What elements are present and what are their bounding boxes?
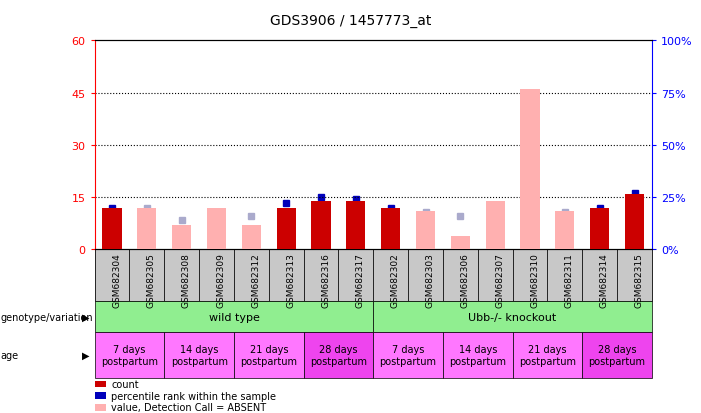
Text: GSM682309: GSM682309 [217,252,226,307]
Text: GSM682306: GSM682306 [461,252,470,307]
Bar [486,201,505,250]
Bar [242,225,261,250]
Text: GSM682317: GSM682317 [356,252,365,307]
Text: 28 days
postpartum: 28 days postpartum [310,344,367,366]
Text: 28 days
postpartum: 28 days postpartum [589,344,646,366]
Text: Ubb-/- knockout: Ubb-/- knockout [468,312,557,322]
Bar [346,201,365,250]
Bar [451,236,470,250]
Text: GSM682307: GSM682307 [495,252,504,307]
Text: percentile rank within the sample: percentile rank within the sample [111,391,276,401]
Text: GSM682314: GSM682314 [599,252,608,307]
Text: GSM682310: GSM682310 [530,252,539,307]
Bar [311,201,331,250]
Text: ▶: ▶ [82,350,89,360]
Text: GSM682312: GSM682312 [252,252,260,307]
Text: GSM682316: GSM682316 [321,252,330,307]
Text: ▶: ▶ [82,312,89,322]
Text: 21 days
postpartum: 21 days postpartum [519,344,576,366]
Bar [590,208,609,250]
Text: wild type: wild type [208,312,259,322]
Text: GSM682304: GSM682304 [112,252,121,307]
Bar [555,211,574,250]
Text: 7 days
postpartum: 7 days postpartum [101,344,158,366]
Text: count: count [111,379,139,389]
Bar [102,208,122,250]
Bar [207,208,226,250]
Text: GSM682315: GSM682315 [634,252,644,307]
Bar [137,208,156,250]
Text: GSM682302: GSM682302 [390,252,400,307]
Text: GSM682313: GSM682313 [286,252,295,307]
Bar [416,211,435,250]
Bar [381,208,400,250]
Text: value, Detection Call = ABSENT: value, Detection Call = ABSENT [111,402,266,412]
Bar [277,208,296,250]
Bar [172,225,191,250]
Text: 7 days
postpartum: 7 days postpartum [380,344,437,366]
Text: age: age [1,350,19,360]
Text: GSM682303: GSM682303 [426,252,435,307]
Bar [625,194,644,250]
Text: GSM682311: GSM682311 [565,252,574,307]
Text: 21 days
postpartum: 21 days postpartum [240,344,297,366]
Text: 14 days
postpartum: 14 days postpartum [449,344,506,366]
Text: GSM682308: GSM682308 [182,252,191,307]
Text: 14 days
postpartum: 14 days postpartum [170,344,228,366]
Bar [520,90,540,250]
Text: genotype/variation: genotype/variation [1,312,93,322]
Text: GDS3906 / 1457773_at: GDS3906 / 1457773_at [270,14,431,28]
Text: GSM682305: GSM682305 [147,252,156,307]
